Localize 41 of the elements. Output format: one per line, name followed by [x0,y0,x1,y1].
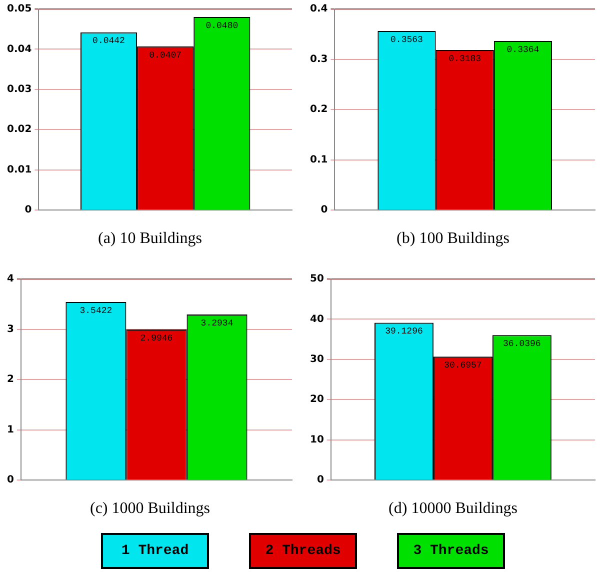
y-tick-label: 20 [310,394,324,406]
y-tick-label: 0.3 [310,54,328,65]
data-label: 0.3563 [390,34,423,45]
y-tick-label: 0 [320,204,328,216]
data-label: 0.0480 [206,20,238,31]
y-tick-label: 0.05 [6,4,32,15]
y-tick-label: 0.4 [310,4,328,15]
data-label: 39.1296 [385,326,423,337]
y-tick-label: 2 [6,374,14,386]
data-label: 2.9946 [140,333,173,344]
data-label: 36.0396 [503,339,541,350]
data-label: 3.5422 [80,306,112,316]
y-tick-label: 0.03 [6,84,32,95]
y-tick-label: 3 [6,324,14,335]
y-tick-label: 30 [310,354,324,365]
y-tick-label: 0.2 [310,104,328,116]
y-tick-label: 0.02 [6,124,32,136]
y-tick-label: 0.04 [6,44,32,55]
text: (c) 1000 Buildings [89,500,211,518]
text: (b) 100 Buildings [396,230,510,248]
text: 2 Threads [265,543,341,559]
y-tick-label: 4 [6,274,14,285]
text: (a) 10 Buildings [97,230,203,248]
y-tick-label: 0 [24,204,32,216]
text: (d) 10000 Buildings [388,500,518,518]
text: 3 Threads [413,543,489,559]
data-label: 0.0442 [92,36,125,46]
y-tick-label: 40 [310,314,324,325]
text: 1 Thread [121,543,189,559]
data-label: 3.2934 [200,318,234,328]
data-label: 0.0407 [149,50,182,60]
y-tick-label: 0 [316,474,324,486]
data-label: 30.6957 [444,360,482,370]
y-tick-label: 1 [6,424,14,436]
y-tick-label: 0 [6,474,14,486]
data-label: 0.3183 [448,54,482,64]
y-tick-label: 0.01 [6,164,32,176]
y-tick-label: 10 [310,434,324,446]
y-tick-label: 50 [310,274,324,285]
y-tick-label: 0.1 [310,154,328,166]
data-label: 0.3364 [506,44,540,55]
